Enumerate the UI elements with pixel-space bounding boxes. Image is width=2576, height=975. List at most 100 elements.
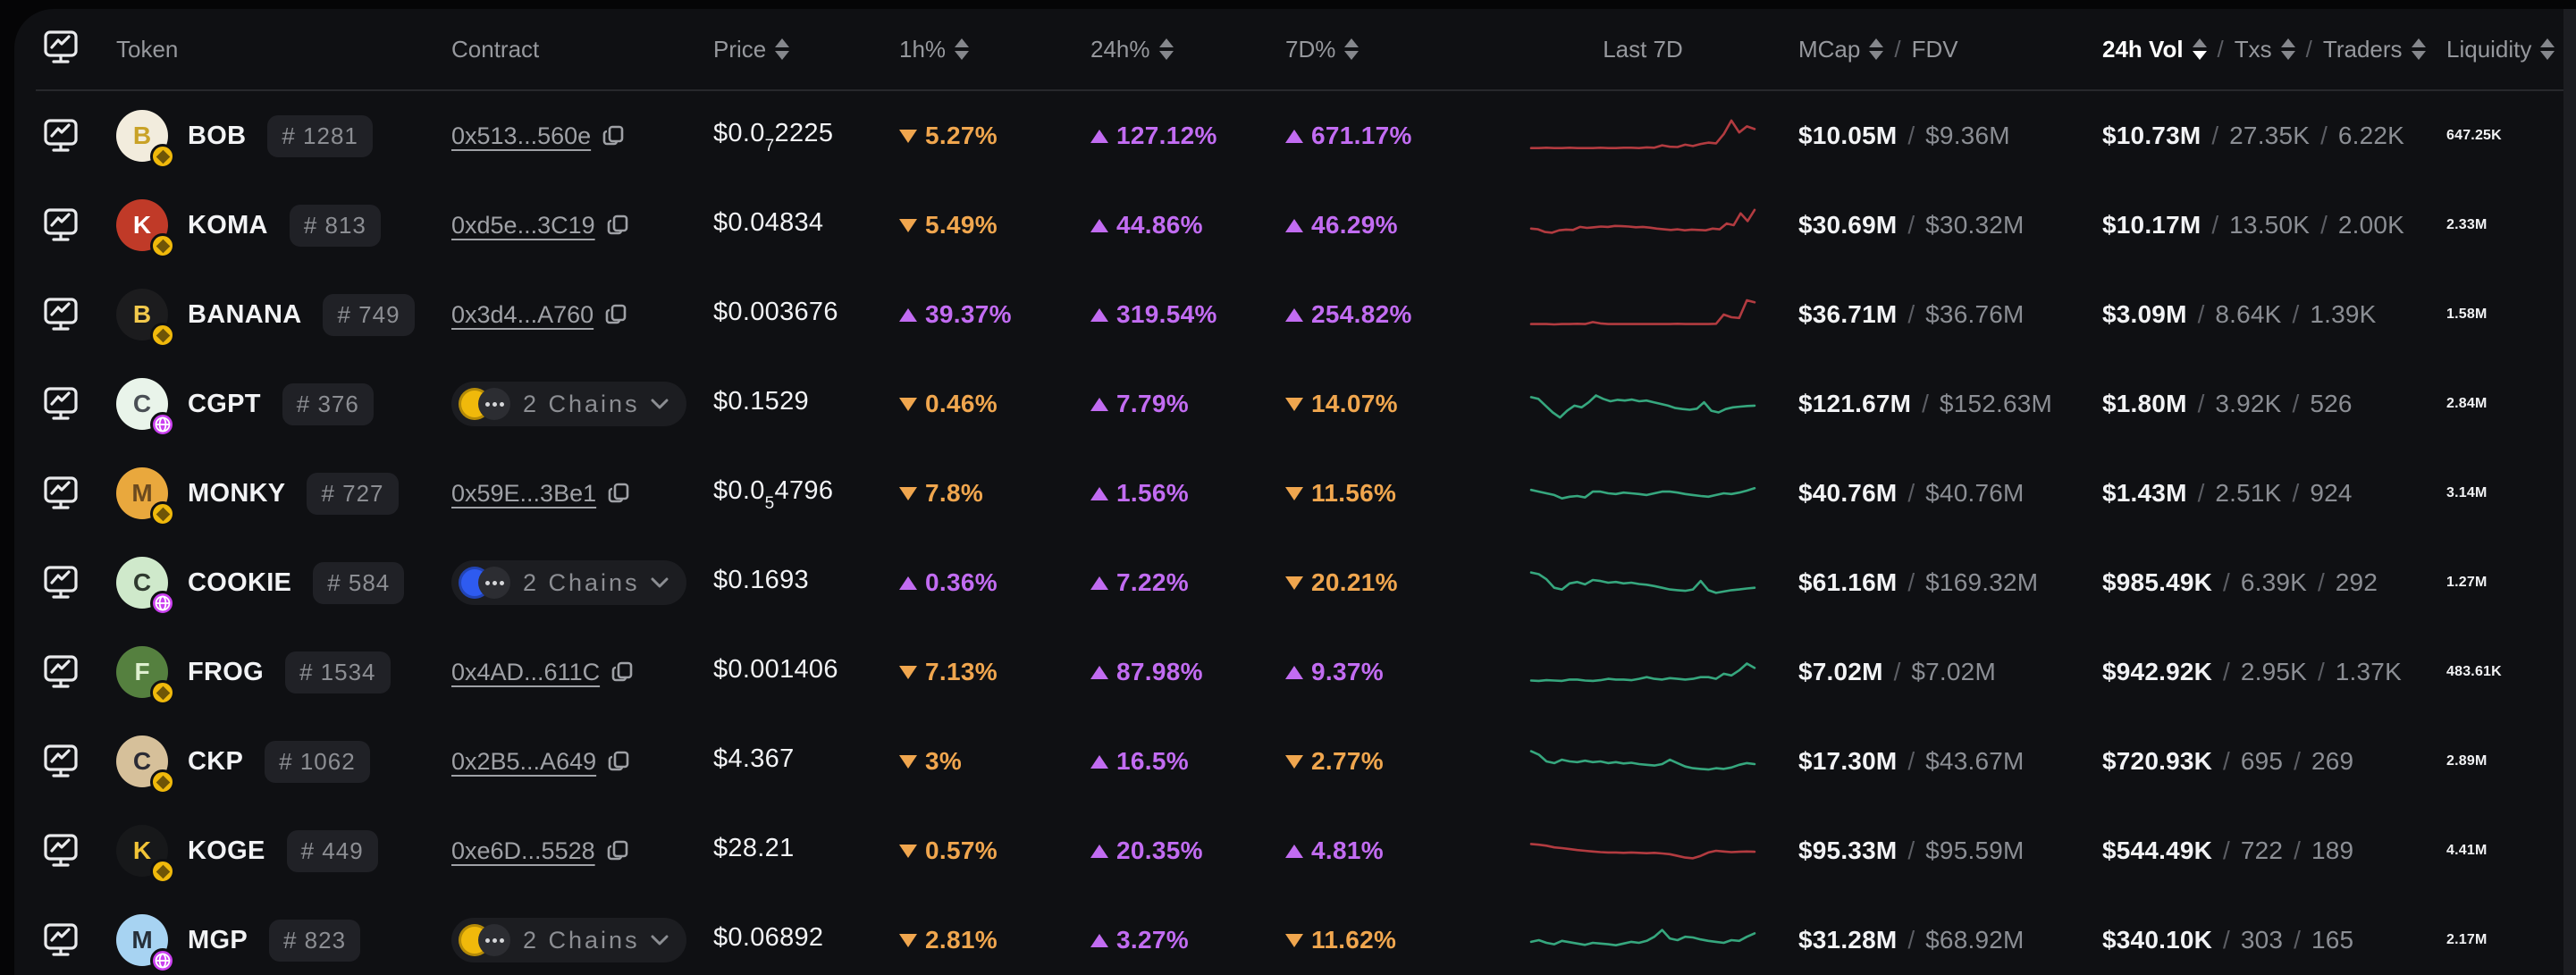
sort-icon	[2540, 38, 2555, 60]
col-header-7d[interactable]: 7D%	[1285, 36, 1360, 63]
copy-address-button[interactable]	[602, 124, 625, 147]
mcap-value: $95.33M	[1798, 836, 1898, 864]
token-link[interactable]: M MONKY # 727	[116, 467, 399, 526]
token-rank-badge: # 584	[313, 561, 405, 604]
open-chart-button[interactable]	[39, 919, 82, 962]
token-link[interactable]: C COOKIE # 584	[116, 557, 405, 616]
liquidity-value: 1.58M	[2446, 307, 2488, 322]
open-chart-button[interactable]	[39, 561, 82, 604]
contract-address-link[interactable]: 0xd5e...3C19	[451, 211, 595, 239]
table-row: B BANANA # 749 0x3d4...A760 $0.003676 3	[14, 270, 2576, 359]
col-header-24hvol[interactable]: 24h Vol	[2102, 36, 2207, 63]
liquidity-value: 647.25K	[2446, 128, 2502, 143]
copy-address-button[interactable]	[606, 839, 629, 862]
token-avatar: C	[116, 557, 175, 616]
chains-dropdown[interactable]: 2 Chains	[451, 560, 686, 605]
chevron-down-icon	[651, 576, 669, 589]
open-chart-button[interactable]	[39, 114, 82, 157]
price-value: $0.1529	[713, 387, 809, 416]
token-link[interactable]: B BOB # 1281	[116, 110, 373, 169]
txs-value: 27.35K	[2229, 122, 2311, 149]
col-header-24h[interactable]: 24h%	[1090, 36, 1174, 63]
sparkline-7d	[1528, 382, 1757, 425]
open-chart-button[interactable]	[39, 472, 82, 515]
col-header-txs[interactable]: Txs	[2235, 36, 2295, 63]
change-7d: 671.17%	[1311, 122, 1412, 149]
col-header-mcap[interactable]: MCap	[1798, 36, 1884, 63]
open-chart-button[interactable]	[39, 293, 82, 336]
change-direction-icon	[899, 486, 917, 500]
mcap-value: $61.16M	[1798, 568, 1898, 596]
col-header-fdv[interactable]: FDV	[1911, 35, 1958, 63]
price-value: $28.21	[713, 834, 795, 863]
copy-address-button[interactable]	[604, 303, 627, 326]
change-24h: 44.86%	[1116, 211, 1203, 239]
token-avatar: K	[116, 199, 175, 258]
copy-address-button[interactable]	[607, 750, 630, 773]
table-row: M MGP # 823 2 Chains	[14, 895, 2576, 975]
col-header-1h[interactable]: 1h%	[899, 36, 970, 63]
contract-address-link[interactable]: 0x3d4...A760	[451, 300, 594, 328]
copy-address-button[interactable]	[607, 482, 630, 505]
open-chart-button[interactable]	[39, 740, 82, 783]
token-link[interactable]: K KOMA # 813	[116, 199, 381, 258]
contract-address-link[interactable]: 0xe6D...5528	[451, 836, 595, 864]
liquidity-value: 483.61K	[2446, 664, 2502, 679]
col-header-traders[interactable]: Traders	[2323, 36, 2426, 63]
change-direction-icon	[899, 129, 917, 143]
change-24h: 16.5%	[1116, 747, 1189, 775]
token-link[interactable]: K KOGE # 449	[116, 825, 378, 884]
change-direction-icon	[1090, 933, 1108, 947]
change-7d: 4.81%	[1311, 836, 1384, 864]
col-header-price[interactable]: Price	[713, 36, 790, 63]
copy-address-button[interactable]	[610, 660, 634, 684]
contract-address-link[interactable]: 0x59E...3Be1	[451, 479, 597, 507]
col-header-liquidity[interactable]: Liquidity	[2446, 36, 2555, 63]
txs-value: 2.51K	[2215, 479, 2282, 507]
sparkline-7d	[1528, 204, 1757, 247]
contract-address-link[interactable]: 0x4AD...611C	[451, 658, 601, 685]
table-row: B BOB # 1281 0x513...560e $0.072225 5.2	[14, 91, 2576, 181]
token-link[interactable]: C CGPT # 376	[116, 378, 374, 437]
change-direction-icon	[1090, 844, 1108, 858]
change-24h: 319.54%	[1116, 300, 1217, 328]
open-chart-button[interactable]	[39, 651, 82, 693]
sparkline-7d	[1528, 829, 1757, 872]
open-chart-button[interactable]	[39, 829, 82, 872]
copy-address-button[interactable]	[606, 214, 629, 237]
open-chart-button[interactable]	[39, 382, 82, 425]
token-table-panel: Token Contract Price 1h% 24h% 7D%	[14, 9, 2576, 975]
txs-value: 722	[2240, 836, 2284, 864]
token-link[interactable]: M MGP # 823	[116, 914, 361, 973]
contract-address-link[interactable]: 0x513...560e	[451, 122, 592, 149]
chevron-down-icon	[651, 934, 669, 946]
traders-value: 189	[2311, 836, 2354, 864]
token-link[interactable]: C CKP # 1062	[116, 735, 370, 794]
token-link[interactable]: B BANANA # 749	[116, 289, 415, 348]
bnb-chain-badge	[150, 323, 175, 348]
bnb-chain-badge	[150, 680, 175, 705]
change-7d: 14.07%	[1311, 390, 1398, 417]
mcap-value: $40.76M	[1798, 479, 1898, 507]
mcap-value: $121.67M	[1798, 390, 1912, 417]
contract-address-link[interactable]: 0x2B5...A649	[451, 747, 597, 775]
change-direction-icon	[1090, 218, 1108, 232]
change-7d: 254.82%	[1311, 300, 1412, 328]
sparkline-7d	[1528, 293, 1757, 336]
mcap-value: $7.02M	[1798, 658, 1883, 685]
chains-dropdown[interactable]: 2 Chains	[451, 382, 686, 426]
token-avatar: C	[116, 378, 175, 437]
sort-icon	[1344, 38, 1360, 60]
change-24h: 20.35%	[1116, 836, 1203, 864]
token-link[interactable]: F FROG # 1534	[116, 646, 391, 705]
sort-icon	[2280, 38, 2295, 60]
token-rank-badge: # 727	[307, 472, 399, 515]
change-7d: 11.62%	[1311, 926, 1397, 954]
scrollbar[interactable]	[2563, 9, 2576, 975]
change-1h: 0.36%	[925, 568, 998, 596]
token-rank-badge: # 813	[289, 204, 381, 247]
token-name: MGP	[188, 925, 248, 954]
open-chart-button[interactable]	[39, 204, 82, 247]
chains-dropdown[interactable]: 2 Chains	[451, 918, 686, 962]
table-row: M MONKY # 727 0x59E...3Be1 $0.054796 7.	[14, 449, 2576, 538]
